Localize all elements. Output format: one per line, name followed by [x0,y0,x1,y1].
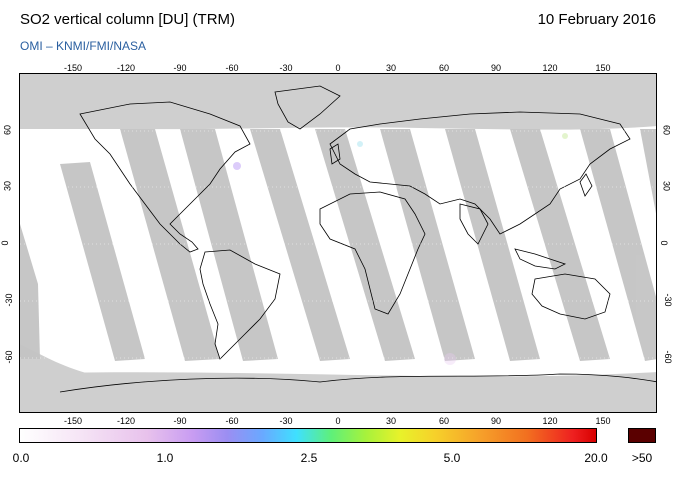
so2-patch [444,353,456,365]
lat-tick-right: -30 [663,293,674,307]
so2-map [19,73,657,413]
map-title: SO2 vertical column [DU] (TRM) [20,11,236,28]
south-america-outline [199,249,281,360]
japan-outline [579,173,593,197]
north-america-outline [79,101,251,253]
lat-tick-right: -60 [663,350,674,364]
so2-patch [562,133,568,139]
eurasia-outline [329,111,631,235]
lon-tick-bottom: 0 [335,416,341,426]
lon-tick-bottom: 90 [490,416,502,426]
orbit-gaps [20,129,656,361]
orbit-gap-stripe [380,129,475,361]
lon-tick-bottom: -90 [173,416,187,426]
continents [59,85,656,393]
so2-patch [357,141,363,147]
indonesia-outline [514,248,567,270]
north-polar-nodata [20,74,656,130]
uk-outline [329,143,341,165]
so2-signal [233,133,568,365]
lon-tick-top: 120 [542,63,558,73]
data-source: OMI – KNMI/FMI/NASA [20,39,147,53]
lat-tick-left: 0 [0,240,11,246]
lon-tick-bottom: -150 [63,416,83,426]
lat-tick-left: -60 [4,350,15,364]
orbit-gap-stripe [20,224,40,359]
lon-tick-bottom: 120 [542,416,558,426]
lat-tick-right: 60 [661,124,672,136]
lon-tick-top: 90 [490,63,502,73]
so2-patch [233,162,241,170]
south-polar-nodata [20,372,656,412]
antarctica-outline [59,373,656,393]
world-map-svg [20,74,656,412]
lat-tick-right: 30 [661,180,672,192]
lon-tick-bottom: -30 [279,416,293,426]
colorbar-label: 1.0 [156,451,174,465]
africa-outline [319,191,426,315]
colorbar-label: 2.5 [300,451,318,465]
orbit-gap-stripe [510,129,610,361]
colorbar-overflow-label: >50 [631,451,653,465]
lon-tick-bottom: 30 [385,416,397,426]
map-date: 10 February 2016 [537,11,656,28]
lat-tick-left: 30 [2,180,13,192]
lon-tick-bottom: 60 [438,416,450,426]
lat-tick-left: 60 [2,124,13,136]
orbit-gap-stripe [60,162,145,361]
lon-tick-top: -150 [63,63,83,73]
lon-tick-bottom: -120 [116,416,136,426]
lon-tick-bottom: 150 [595,416,611,426]
south-left-wedge [20,344,90,379]
lon-tick-top: -120 [116,63,136,73]
overflow-color-box [628,428,656,443]
orbit-gap-stripe [250,129,350,361]
lat-tick-left: -30 [4,293,15,307]
colorbar [19,428,597,443]
orbit-gap-stripe [640,129,656,214]
lon-tick-top: -60 [225,63,239,73]
lon-tick-top: -90 [173,63,187,73]
colorbar-label: 0.0 [12,451,30,465]
colorbar-label: 20.0 [584,451,608,465]
lat-tick-right: 0 [659,240,670,246]
lon-tick-top: 60 [438,63,450,73]
india-outline [459,203,489,245]
lon-tick-top: 150 [595,63,611,73]
lon-tick-top: 30 [385,63,397,73]
colorbar-label: 5.0 [443,451,461,465]
lon-tick-top: -30 [279,63,293,73]
orbit-gap-stripe [580,129,656,361]
australia-outline [531,273,611,320]
lon-tick-bottom: -60 [225,416,239,426]
lon-tick-top: 0 [335,63,341,73]
greenland-outline [274,85,341,130]
